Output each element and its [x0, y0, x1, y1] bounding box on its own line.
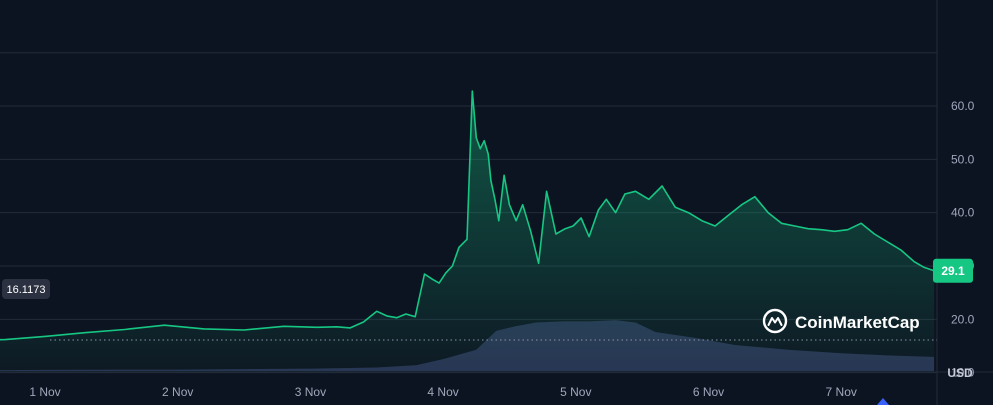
brand-name: CoinMarketCap [795, 313, 920, 332]
x-tick-label: 3 Nov [295, 385, 326, 399]
x-tick-label: 4 Nov [427, 385, 458, 399]
current-price-value: 29.1 [941, 264, 965, 278]
x-tick-label: 1 Nov [29, 385, 60, 399]
y-tick-label: 50.0 [951, 152, 975, 166]
x-axis: 1 Nov 2 Nov 3 Nov 4 Nov 5 Nov 6 Nov 7 Nov [29, 385, 857, 399]
price-area [0, 90, 935, 372]
current-price-badge: 29.1 [933, 258, 973, 283]
price-area-fill [0, 91, 935, 372]
open-price-value: 16.1173 [7, 284, 46, 296]
y-tick-label: 10.0 [951, 366, 975, 380]
x-tick-label: 7 Nov [826, 385, 857, 399]
scroll-marker-icon [877, 398, 889, 405]
currency-unit-label: USD [947, 366, 973, 380]
coinmarketcap-logo-icon [762, 308, 788, 334]
x-tick-label: 2 Nov [162, 385, 193, 399]
x-tick-label: 6 Nov [693, 385, 724, 399]
y-axis: 10.020.030.040.050.060.0 [951, 99, 975, 380]
x-tick-label: 5 Nov [560, 385, 591, 399]
open-price-badge: 16.1173 [2, 279, 50, 299]
coinmarketcap-watermark: CoinMarketCap [762, 308, 920, 334]
y-tick-label: 20.0 [951, 312, 975, 326]
price-line [0, 90, 935, 341]
y-tick-label: 60.0 [951, 99, 975, 113]
y-tick-label: 40.0 [951, 206, 975, 220]
